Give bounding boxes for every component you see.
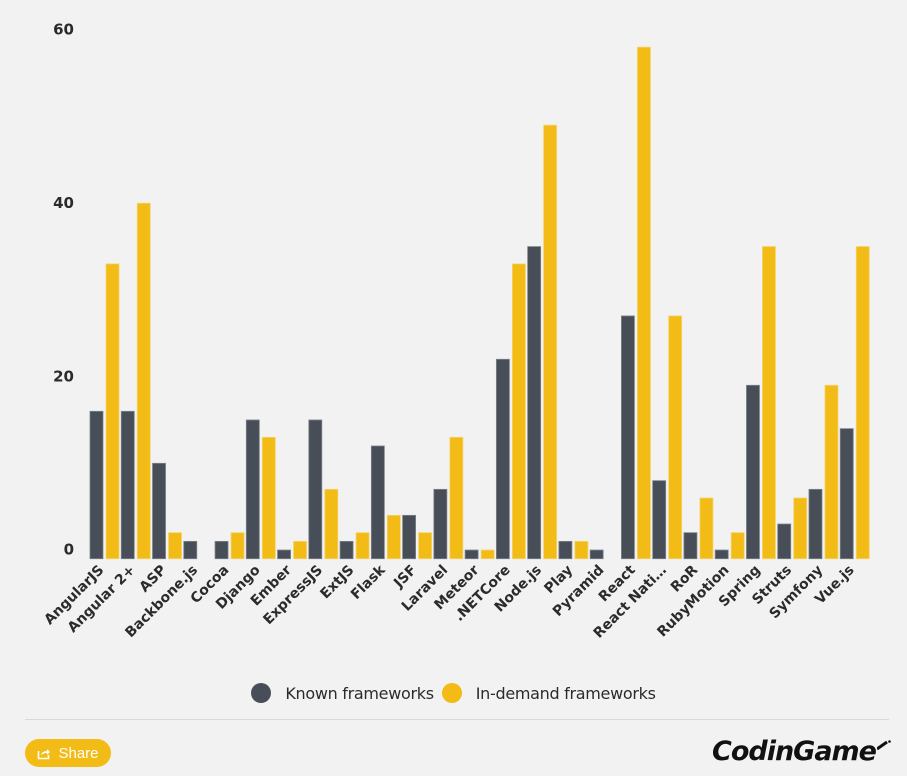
bar-in-demand-22[interactable] (793, 497, 808, 560)
bar-in-demand-15[interactable] (574, 540, 589, 560)
y-tick-label: 20 (53, 367, 74, 385)
share-icon (37, 746, 51, 760)
bar-in-demand-5[interactable] (261, 436, 276, 560)
bar-in-demand-10[interactable] (418, 532, 433, 560)
bar-known-3[interactable] (183, 540, 198, 560)
y-tick-label: 40 (53, 194, 74, 212)
bar-known-8[interactable] (339, 540, 354, 560)
bar-known-10[interactable] (402, 514, 417, 560)
bar-in-demand-4[interactable] (230, 532, 245, 560)
bar-known-5[interactable] (245, 419, 260, 560)
logo-mark-icon (877, 740, 891, 750)
bar-known-15[interactable] (558, 540, 573, 560)
logo-text: CodinGame (712, 735, 877, 767)
bar-in-demand-20[interactable] (730, 532, 745, 560)
bar-known-19[interactable] (683, 532, 698, 560)
bar-known-9[interactable] (370, 445, 385, 560)
bar-known-12[interactable] (464, 549, 479, 560)
bar-in-demand-0[interactable] (105, 263, 120, 560)
legend-label-in-demand: In-demand frameworks (475, 683, 656, 703)
bar-in-demand-7[interactable] (324, 488, 339, 560)
bar-known-20[interactable] (714, 549, 729, 560)
bar-known-6[interactable] (277, 549, 291, 560)
share-label: Share (58, 744, 99, 762)
bar-known-13[interactable] (495, 358, 510, 560)
legend-dot-in-demand (441, 683, 462, 703)
bar-in-demand-9[interactable] (386, 514, 401, 560)
bar-in-demand-18[interactable] (668, 315, 683, 560)
bar-known-4[interactable] (214, 540, 229, 560)
bar-known-17[interactable] (621, 315, 635, 560)
bar-in-demand-13[interactable] (511, 263, 526, 560)
bar-known-2[interactable] (152, 462, 166, 560)
bar-in-demand-8[interactable] (355, 532, 370, 560)
x-tick-label: Flask (348, 562, 389, 603)
bar-known-1[interactable] (120, 410, 135, 560)
legend-label-known: Known frameworks (285, 683, 434, 703)
footer-divider (25, 719, 889, 720)
bar-in-demand-17[interactable] (637, 46, 651, 560)
legend: Known frameworks In-demand frameworks (0, 679, 907, 707)
legend-dot-known (251, 683, 272, 703)
bar-known-11[interactable] (433, 488, 448, 560)
bar-in-demand-23[interactable] (824, 384, 839, 560)
codingame-logo[interactable]: CodinGame (712, 733, 891, 769)
bar-known-24[interactable] (839, 428, 854, 560)
bar-known-7[interactable] (308, 419, 323, 560)
y-tick-label: 0 (64, 541, 74, 559)
bar-in-demand-14[interactable] (543, 124, 558, 560)
bar-in-demand-1[interactable] (136, 202, 151, 560)
bar-in-demand-2[interactable] (168, 532, 182, 560)
bar-known-23[interactable] (808, 488, 823, 560)
bar-known-14[interactable] (527, 246, 542, 560)
y-tick-label: 60 (53, 21, 74, 39)
bar-in-demand-24[interactable] (855, 246, 870, 560)
bars (89, 46, 870, 560)
bar-known-21[interactable] (746, 384, 760, 560)
bar-in-demand-11[interactable] (449, 436, 464, 560)
bar-known-22[interactable] (777, 523, 792, 560)
y-axis: 0 20 40 60 (53, 21, 74, 559)
bar-in-demand-21[interactable] (762, 246, 776, 560)
bar-in-demand-6[interactable] (293, 540, 307, 560)
bar-in-demand-19[interactable] (699, 497, 714, 560)
bar-in-demand-12[interactable] (480, 549, 495, 560)
legend-item-known[interactable]: Known frameworks (251, 683, 434, 703)
share-button[interactable]: Share (25, 739, 111, 767)
bar-known-18[interactable] (652, 480, 667, 560)
legend-item-in-demand[interactable]: In-demand frameworks (441, 683, 656, 703)
bar-known-16[interactable] (589, 549, 604, 560)
bar-known-0[interactable] (89, 410, 104, 560)
